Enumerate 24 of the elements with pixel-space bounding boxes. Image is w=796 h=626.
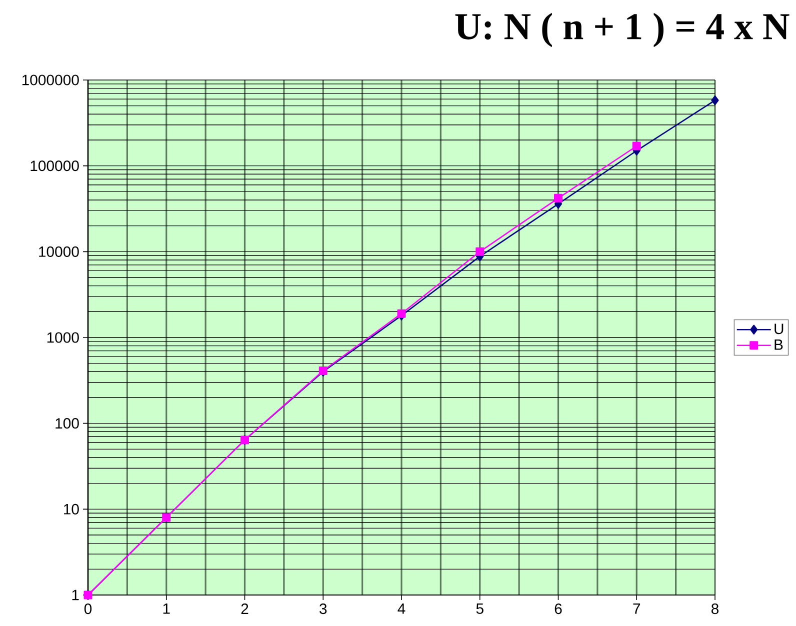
legend-label: B <box>774 339 783 350</box>
y-tick-label: 10000 <box>39 246 79 257</box>
x-tick-label: 7 <box>633 604 640 614</box>
chart-title: U: N ( n + 1 ) = 4 x N <box>455 12 790 48</box>
point <box>476 247 484 256</box>
x-tick-label: 1 <box>163 604 170 614</box>
x-tick-label: 5 <box>476 604 484 614</box>
y-tick-label: 10 <box>64 504 79 514</box>
x-tick-label: 3 <box>320 604 327 614</box>
x-tick-label: 6 <box>554 604 562 614</box>
y-tick-label: 1 <box>72 590 79 600</box>
point <box>632 142 641 150</box>
point <box>554 194 562 202</box>
y-tick-label: 1000 <box>47 332 79 343</box>
x-tick-label: 8 <box>712 604 719 614</box>
point <box>711 95 719 106</box>
y-tick-label: 100000 <box>30 160 79 172</box>
x-tick-label: 2 <box>241 604 248 614</box>
legend-label: U <box>774 324 784 334</box>
x-tick-label: 0 <box>84 604 92 614</box>
y-tick-label: 100 <box>56 418 79 429</box>
y-tick-label: 1000000 <box>22 74 79 86</box>
x-tick-label: 4 <box>398 604 406 614</box>
point <box>397 309 406 318</box>
